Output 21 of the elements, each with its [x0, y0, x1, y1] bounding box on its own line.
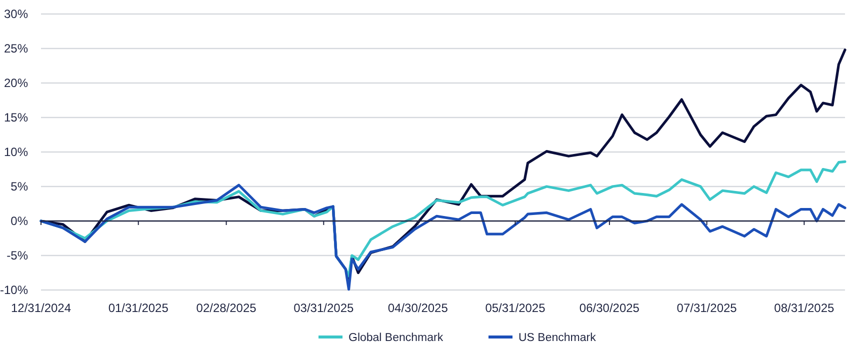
x-tick-label: 07/31/2025 — [676, 301, 738, 315]
x-tick-label: 06/30/2025 — [579, 301, 640, 315]
legend-label: Global Benchmark — [348, 332, 444, 344]
y-tick-label: -5% — [6, 248, 28, 263]
y-tick-label: 20% — [4, 76, 28, 90]
y-tick-label: 0% — [10, 214, 28, 228]
y-tick-label: 10% — [4, 145, 28, 160]
x-tick-label: 08/31/2025 — [774, 301, 835, 315]
y-tick-label: 5% — [10, 180, 28, 194]
y-tick-label: -10% — [0, 283, 28, 298]
y-tick-label: 25% — [4, 42, 28, 56]
legend-label: US Benchmark — [518, 332, 596, 344]
x-tick-label: 03/31/2025 — [294, 301, 354, 315]
x-tick-label: 05/31/2025 — [485, 301, 546, 315]
y-tick-label: 15% — [4, 110, 28, 125]
y-tick-label: 30% — [4, 7, 28, 22]
x-tick-label: 04/30/2025 — [388, 301, 448, 315]
x-tick-label: 02/28/2025 — [196, 301, 257, 315]
x-tick-label: 12/31/2024 — [10, 301, 72, 315]
x-tick-label: 01/31/2025 — [108, 301, 169, 315]
line-series — [40, 184, 846, 291]
